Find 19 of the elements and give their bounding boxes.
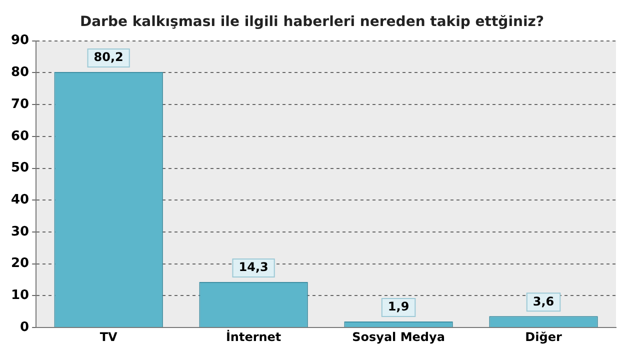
chart-title: Darbe kalkışması ile ilgili haberleri nereden takip ettğiniz?: [80, 14, 544, 30]
x-tick-label: Diğer: [525, 330, 562, 344]
y-tick-label: 80: [10, 65, 30, 80]
data-label: 3,6: [532, 294, 554, 308]
y-tick-label: 40: [10, 192, 30, 208]
y-tick-label: 30: [10, 224, 30, 240]
y-tick-label: 0: [20, 320, 30, 335]
x-tick-label: İnternet: [226, 328, 282, 344]
data-label: 1,9: [388, 300, 410, 314]
data-label: 80,2: [94, 50, 124, 64]
y-tick-label: 20: [10, 256, 30, 272]
y-tick-label: 50: [10, 160, 30, 176]
x-tick-label: Sosyal Medya: [352, 330, 445, 344]
data-label: 14,3: [238, 260, 268, 274]
y-tick-label: 90: [10, 33, 30, 48]
y-tick-label: 70: [10, 96, 30, 112]
y-tick-label: 10: [10, 288, 30, 304]
x-tick-label: TV: [100, 330, 118, 344]
y-tick-label: 60: [10, 128, 30, 144]
